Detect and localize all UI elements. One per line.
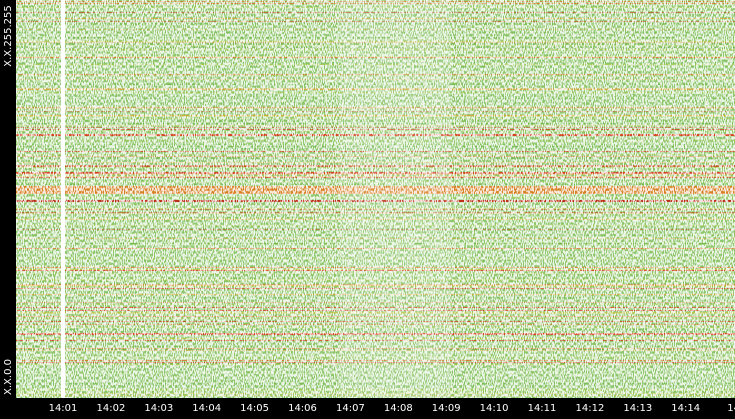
- x-tick-label: 14:01: [49, 403, 78, 414]
- x-tick-label: 14:04: [192, 403, 221, 414]
- y-label-bottom: X.X.0.0: [3, 359, 14, 395]
- y-label-top: X.X.255.255: [3, 5, 14, 66]
- x-tick-label: 14:13: [623, 403, 652, 414]
- bright-band: [340, 0, 450, 398]
- marker-line: [61, 0, 65, 398]
- x-tick-label: 14:14: [671, 403, 700, 414]
- x-tick-label: 14:10: [480, 403, 509, 414]
- x-tick-label: 14:03: [144, 403, 173, 414]
- x-tick-label: 14: [727, 403, 735, 414]
- x-tick-label: 14:06: [288, 403, 317, 414]
- x-tick-label: 14:05: [240, 403, 269, 414]
- x-tick-label: 14:11: [528, 403, 557, 414]
- x-axis: 14:01 14:02 14:03 14:04 14:05 14:06 14:07 14:08…: [49, 403, 735, 414]
- noise-overlay: [16, 0, 735, 398]
- x-tick-label: 14:09: [432, 403, 461, 414]
- x-tick-label: 14:08: [384, 403, 413, 414]
- y-axis-bar: [0, 0, 16, 415]
- x-axis-bar: [0, 398, 735, 415]
- x-tick-label: 14:07: [336, 403, 365, 414]
- x-tick-label: 14:02: [96, 403, 125, 414]
- x-tick-label: 14:12: [575, 403, 604, 414]
